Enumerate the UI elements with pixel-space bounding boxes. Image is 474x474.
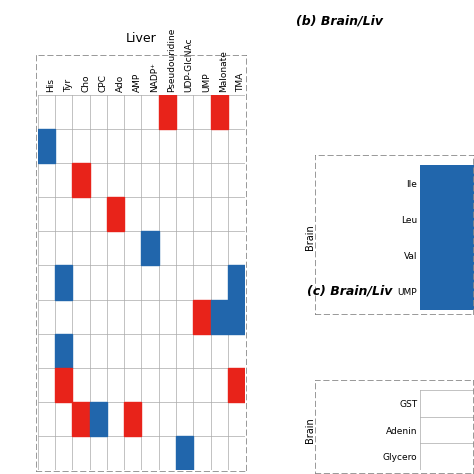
Bar xyxy=(228,265,245,300)
Bar xyxy=(193,300,210,334)
Bar xyxy=(73,402,90,436)
Bar xyxy=(228,300,245,334)
Text: Brain: Brain xyxy=(305,225,315,250)
Text: (c) Brain/Liv: (c) Brain/Liv xyxy=(307,285,392,298)
Bar xyxy=(420,165,474,201)
Bar xyxy=(55,368,73,402)
Bar xyxy=(228,368,245,402)
Bar xyxy=(124,402,141,436)
Text: Brain: Brain xyxy=(305,417,315,443)
Bar xyxy=(73,163,90,197)
Text: (b) Brain/Liv: (b) Brain/Liv xyxy=(297,15,383,28)
Text: Liver: Liver xyxy=(126,31,157,45)
Bar xyxy=(159,95,176,129)
Bar xyxy=(142,231,159,265)
Bar xyxy=(420,274,474,310)
Bar xyxy=(210,95,228,129)
Bar xyxy=(420,201,474,237)
Bar xyxy=(38,129,55,163)
Bar xyxy=(90,402,107,436)
Bar xyxy=(420,237,474,274)
Bar xyxy=(55,265,73,300)
Bar xyxy=(55,334,73,368)
Bar xyxy=(210,300,228,334)
Bar xyxy=(107,197,124,231)
Bar xyxy=(176,436,193,470)
